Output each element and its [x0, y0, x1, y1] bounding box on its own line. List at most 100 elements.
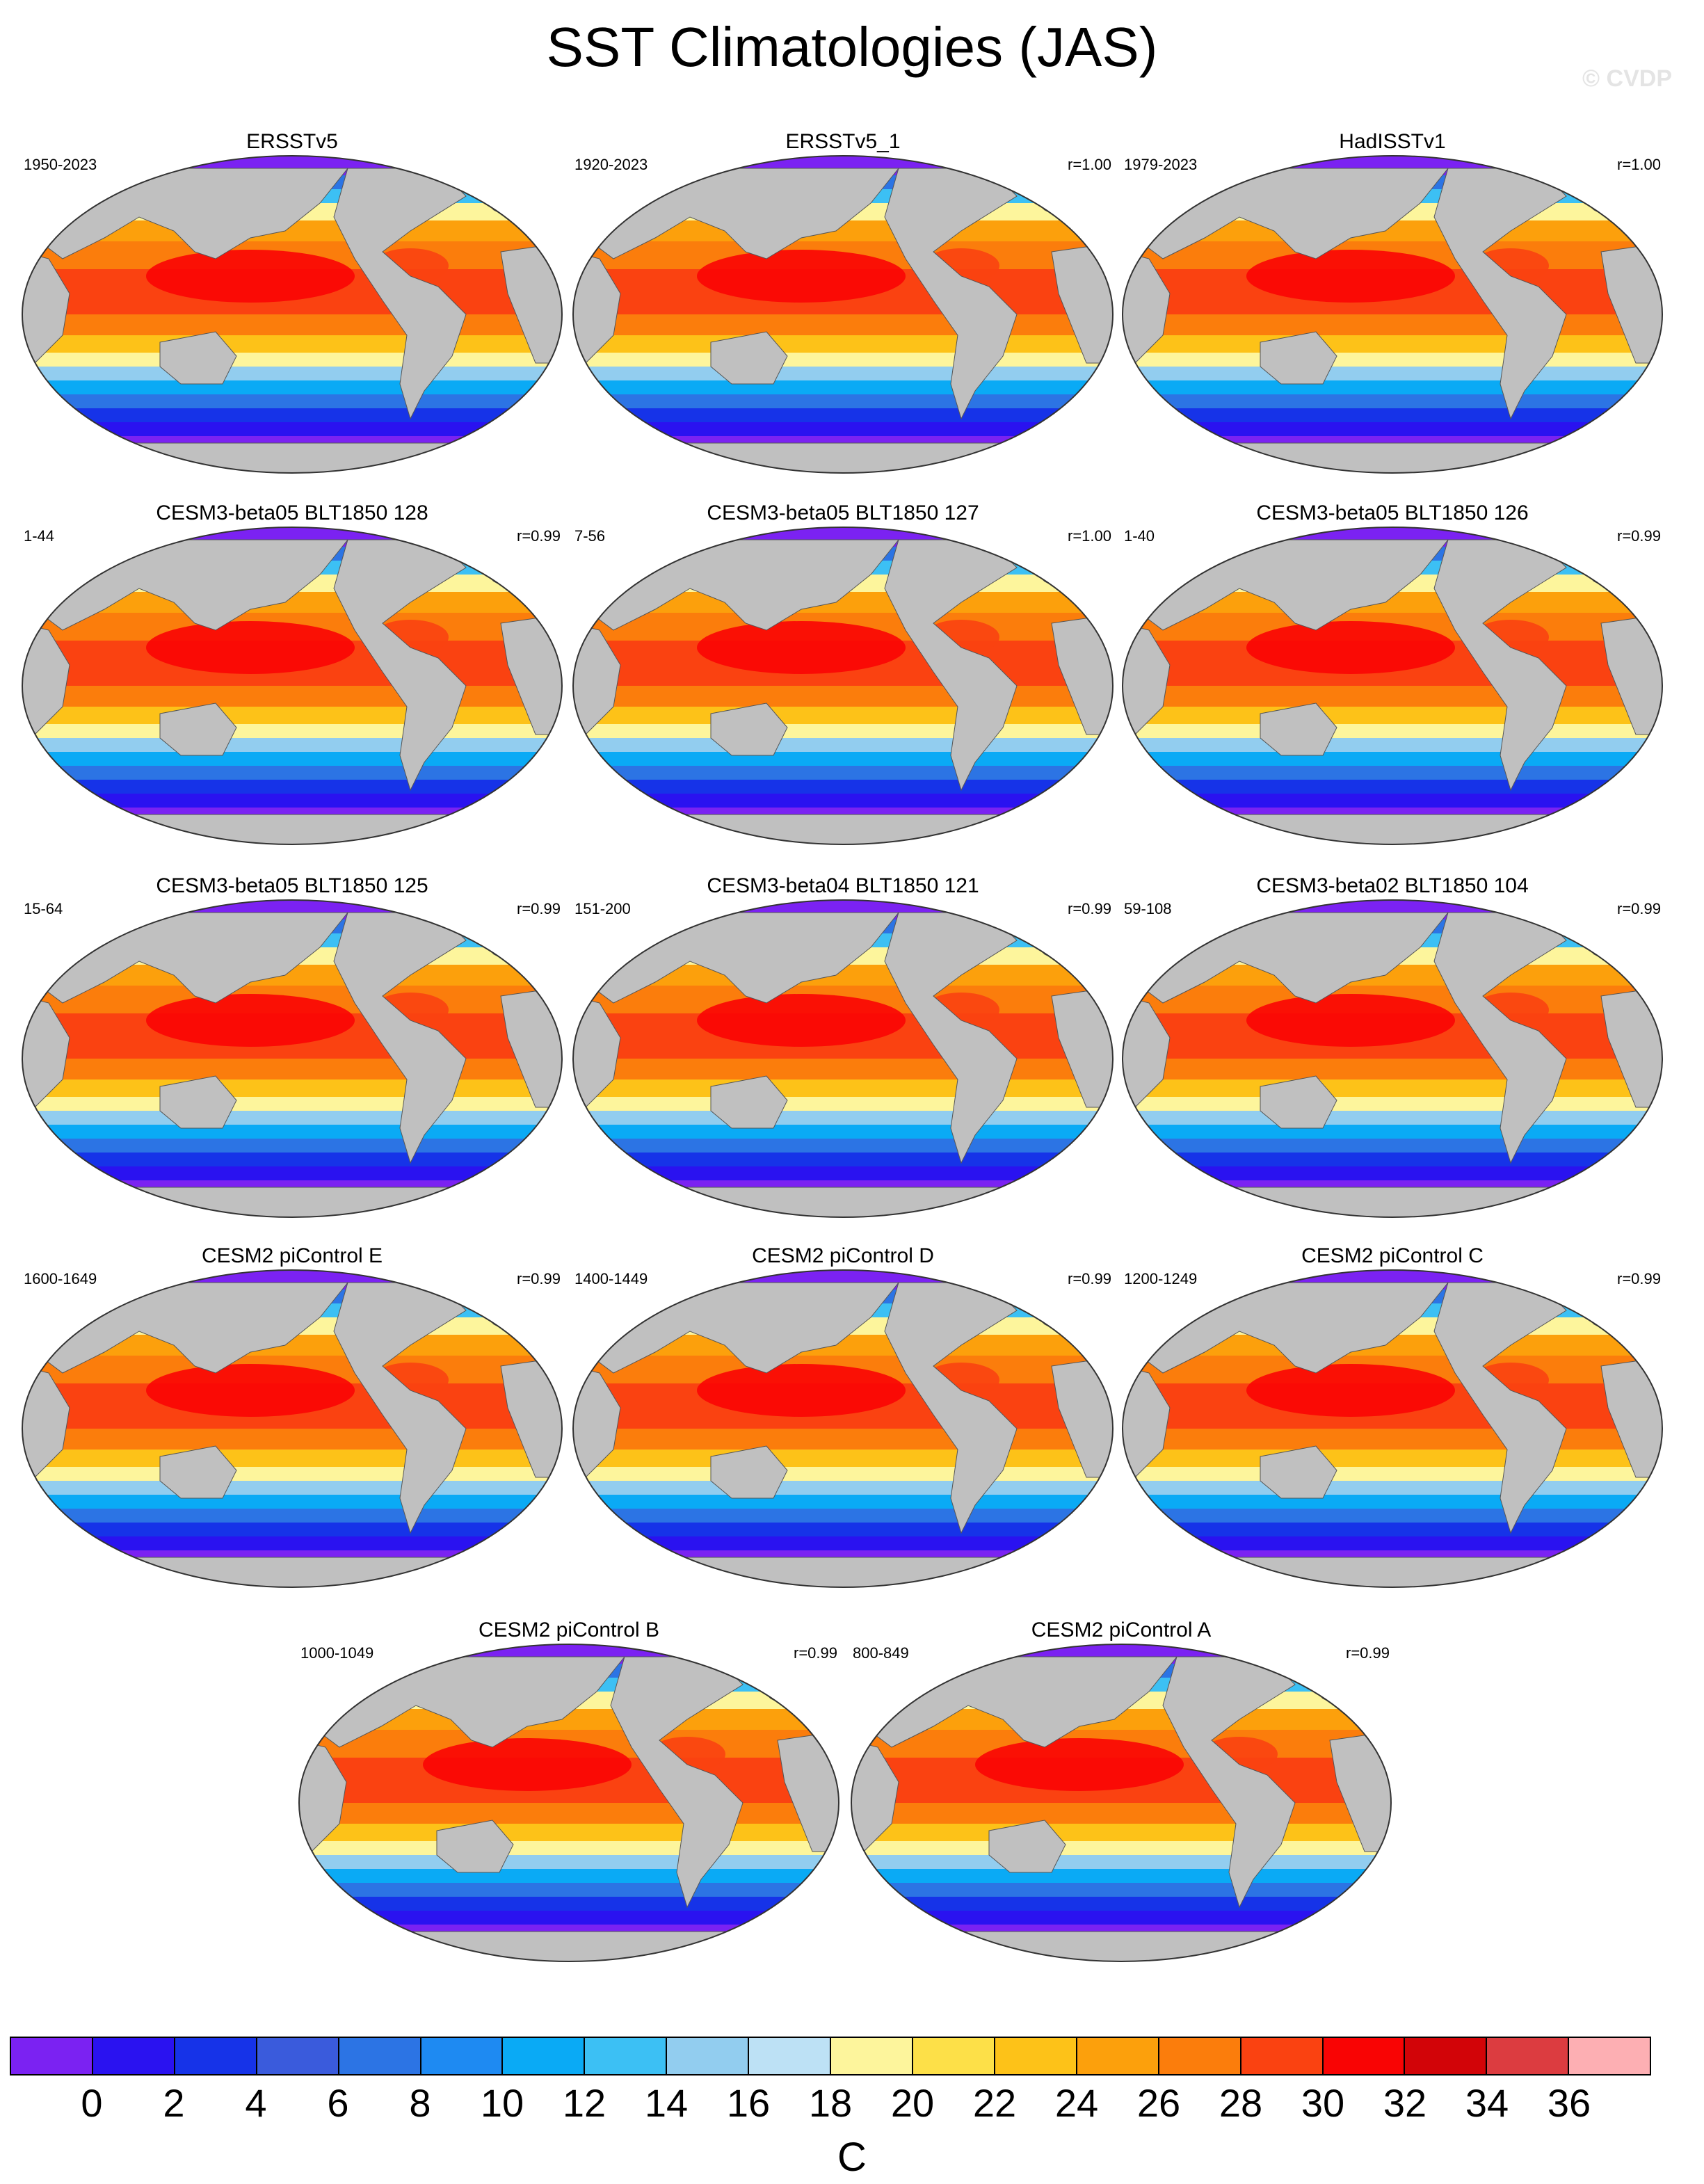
- colorbar-tick-label: 14: [644, 2081, 689, 2125]
- map-panel: CESM2 piControl B 1000-1049 r=0.99: [298, 1618, 840, 1966]
- map-panel: CESM2 piControl D 1400-1449 r=0.99: [572, 1244, 1114, 1591]
- panel-title: HadISSTv1: [1339, 130, 1446, 153]
- colorbar-tick-label: 24: [1054, 2081, 1099, 2125]
- colorbar-tick-label: 30: [1301, 2081, 1345, 2125]
- colorbar-segment: [1569, 2038, 1650, 2074]
- panel-years: 59-108: [1124, 900, 1172, 917]
- sst-map: [1121, 1269, 1664, 1589]
- map-panel: CESM3-beta05 BLT1850 127 7-56 r=1.00: [572, 501, 1114, 849]
- panel-title: CESM2 piControl A: [1031, 1619, 1212, 1641]
- colorbar-tick-label: 36: [1547, 2081, 1591, 2125]
- panel-title: ERSSTv5_1: [785, 130, 901, 153]
- colorbar-segment: [1159, 2038, 1241, 2074]
- panel-years: 800-849: [853, 1644, 909, 1662]
- panel-correlation: r=1.00: [1068, 527, 1111, 545]
- colorbar-segment: [1241, 2038, 1324, 2074]
- colorbar-tick-label: 12: [562, 2081, 606, 2125]
- sst-map: [572, 1269, 1114, 1589]
- colorbar-tick-label: 28: [1219, 2081, 1263, 2125]
- colorbar-segment: [175, 2038, 257, 2074]
- panel-title: CESM2 piControl C: [1301, 1244, 1484, 1267]
- panel-correlation: r=0.99: [1068, 900, 1111, 917]
- sst-map: [572, 526, 1114, 846]
- watermark: © CVDP: [1582, 65, 1672, 92]
- map-panel: CESM3-beta05 BLT1850 128 1-44 r=0.99: [21, 501, 563, 849]
- colorbar-tick-label: 6: [327, 2081, 349, 2125]
- colorbar-segment: [11, 2038, 93, 2074]
- colorbar: [10, 2037, 1651, 2075]
- colorbar-segment: [913, 2038, 995, 2074]
- panel-correlation: r=0.99: [1617, 900, 1661, 917]
- colorbar-segment: [421, 2038, 504, 2074]
- sst-map: [21, 899, 563, 1219]
- panel-correlation: r=1.00: [1068, 156, 1111, 173]
- colorbar-tick-label: 2: [163, 2081, 185, 2125]
- colorbar-segment: [995, 2038, 1077, 2074]
- colorbar-tick-label: 20: [890, 2081, 935, 2125]
- panel-correlation: r=0.99: [517, 1270, 561, 1287]
- sst-map: [1121, 899, 1664, 1219]
- map-panel: ERSSTv5 1950-2023: [21, 129, 563, 477]
- sst-map: [1121, 526, 1664, 846]
- sst-map: [1121, 154, 1664, 474]
- colorbar-segment: [503, 2038, 586, 2074]
- map-panel: CESM3-beta05 BLT1850 126 1-40 r=0.99: [1121, 501, 1664, 849]
- sst-map: [572, 154, 1114, 474]
- panel-title: CESM2 piControl E: [201, 1244, 383, 1267]
- colorbar-segment: [1323, 2038, 1406, 2074]
- colorbar-tick-label: 16: [726, 2081, 771, 2125]
- sst-map: [21, 526, 563, 846]
- map-panel: CESM3-beta04 BLT1850 121 151-200 r=0.99: [572, 874, 1114, 1221]
- map-panel: CESM2 piControl A 800-849 r=0.99: [850, 1618, 1392, 1966]
- panel-years: 151-200: [574, 900, 631, 917]
- panel-title: CESM3-beta05 BLT1850 125: [156, 874, 428, 897]
- sst-map: [298, 1643, 840, 1963]
- panel-years: 1600-1649: [24, 1270, 97, 1287]
- colorbar-segment: [585, 2038, 668, 2074]
- colorbar-tick-label: 4: [245, 2081, 267, 2125]
- sst-map: [572, 899, 1114, 1219]
- colorbar-tick-label: 8: [409, 2081, 431, 2125]
- panel-years: 1-40: [1124, 527, 1155, 545]
- panel-title: CESM2 piControl B: [478, 1619, 660, 1641]
- colorbar-segment: [1487, 2038, 1570, 2074]
- panel-correlation: r=0.99: [1346, 1644, 1390, 1662]
- colorbar-segment: [831, 2038, 913, 2074]
- colorbar-tick-label: 32: [1383, 2081, 1427, 2125]
- colorbar-tick-label: 18: [808, 2081, 853, 2125]
- colorbar-segment: [257, 2038, 339, 2074]
- panel-correlation: r=0.99: [517, 527, 561, 545]
- panel-years: 15-64: [24, 900, 63, 917]
- panel-years: 1920-2023: [574, 156, 648, 173]
- map-panel: ERSSTv5_1 1920-2023 r=1.00: [572, 129, 1114, 477]
- panel-years: 1-44: [24, 527, 55, 545]
- map-panel: CESM3-beta02 BLT1850 104 59-108 r=0.99: [1121, 874, 1664, 1221]
- panel-correlation: r=0.99: [1617, 527, 1661, 545]
- colorbar-unit: C: [837, 2135, 867, 2180]
- panel-correlation: r=0.99: [1068, 1270, 1111, 1287]
- panel-years: 1950-2023: [24, 156, 97, 173]
- panel-title: CESM3-beta04 BLT1850 121: [707, 874, 979, 897]
- panel-years: 1979-2023: [1124, 156, 1198, 173]
- map-panel: CESM2 piControl C 1200-1249 r=0.99: [1121, 1244, 1664, 1591]
- colorbar-segment: [1405, 2038, 1488, 2074]
- panel-years: 7-56: [574, 527, 606, 545]
- colorbar-tick-label: 0: [81, 2081, 103, 2125]
- panel-title: CESM3-beta05 BLT1850 128: [156, 501, 428, 524]
- colorbar-segment: [1077, 2038, 1159, 2074]
- colorbar-segment: [667, 2038, 750, 2074]
- panel-correlation: r=1.00: [1617, 156, 1661, 173]
- colorbar-segment: [93, 2038, 175, 2074]
- sst-map: [850, 1643, 1392, 1963]
- colorbar-segment: [749, 2038, 832, 2074]
- colorbar-tick-label: 26: [1136, 2081, 1181, 2125]
- colorbar-tick-label: 22: [972, 2081, 1017, 2125]
- panel-years: 1000-1049: [300, 1644, 374, 1662]
- panel-years: 1400-1449: [574, 1270, 648, 1287]
- panel-correlation: r=0.99: [1617, 1270, 1661, 1287]
- figure-title: SST Climatologies (JAS): [546, 16, 1158, 78]
- panel-title: CESM3-beta05 BLT1850 127: [707, 501, 979, 524]
- sst-map: [21, 1269, 563, 1589]
- panel-years: 1200-1249: [1124, 1270, 1198, 1287]
- map-panel: CESM2 piControl E 1600-1649 r=0.99: [21, 1244, 563, 1591]
